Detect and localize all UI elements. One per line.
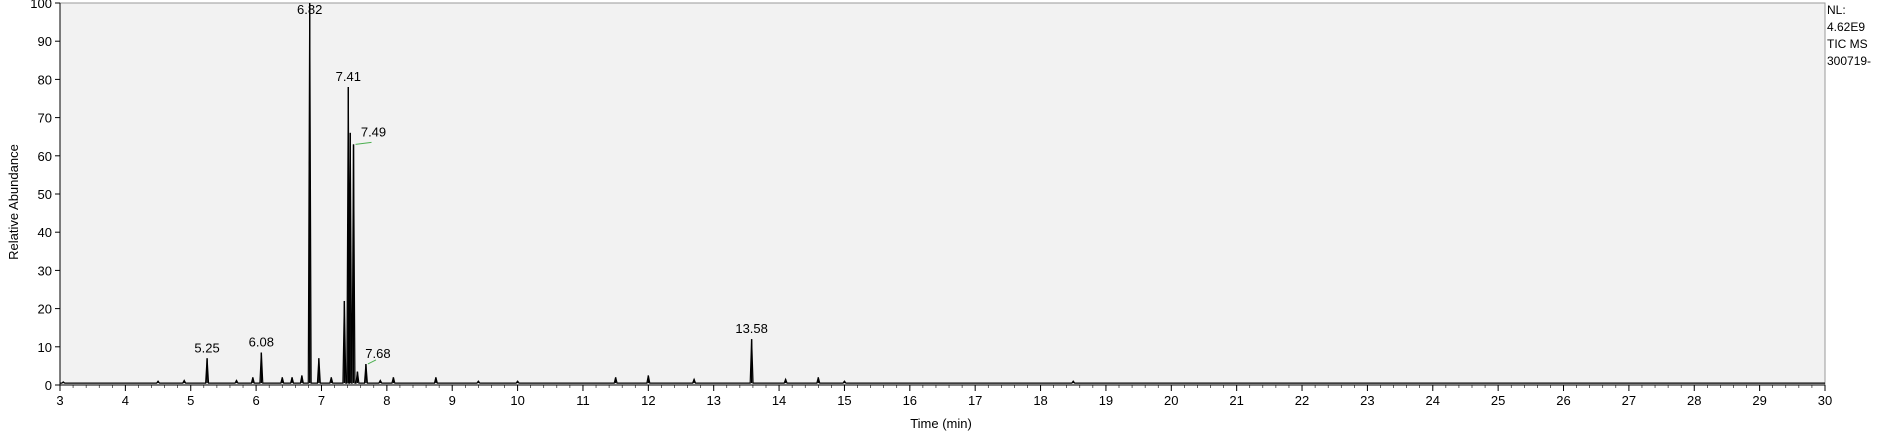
x-tick-label: 18	[1033, 393, 1047, 408]
x-tick-label: 6	[252, 393, 259, 408]
x-tick-label: 7	[318, 393, 325, 408]
file-name: 300719-	[1827, 54, 1871, 68]
peak-label: 7.49	[361, 124, 386, 139]
x-tick-label: 10	[510, 393, 524, 408]
y-tick-label: 0	[45, 378, 52, 393]
x-tick-label: 20	[1164, 393, 1178, 408]
trace-layer	[60, 2, 1825, 384]
x-tick-label: 13	[706, 393, 720, 408]
x-tick-label: 17	[968, 393, 982, 408]
trace-type: TIC MS	[1827, 37, 1868, 51]
x-tick-label: 14	[772, 393, 786, 408]
x-tick-label: 23	[1360, 393, 1374, 408]
x-tick-label: 30	[1818, 393, 1832, 408]
y-tick-label: 30	[38, 263, 52, 278]
x-tick-label: 24	[1426, 393, 1440, 408]
y-tick-label: 80	[38, 72, 52, 87]
y-tick-label: 70	[38, 111, 52, 126]
tic-trace	[60, 2, 1825, 384]
x-tick-label: 29	[1752, 393, 1766, 408]
y-tick-label: 10	[38, 340, 52, 355]
y-tick-label: 50	[38, 187, 52, 202]
x-tick-label: 15	[837, 393, 851, 408]
peak-label: 7.68	[365, 346, 390, 361]
nl-value: 4.62E9	[1827, 20, 1865, 34]
x-tick-label: 11	[576, 393, 590, 408]
x-tick-label: 4	[122, 393, 129, 408]
annotation-leader	[355, 141, 372, 145]
axes-layer: 0 10 20 30 40 50 60 70 80 90 100 3 4 5 6 7 8 9 10 11 12 13 14 1…	[30, 0, 1832, 408]
x-tick-label: 21	[1229, 393, 1243, 408]
y-axis-label: Relative Abundance	[6, 144, 21, 260]
y-tick-label: 40	[38, 225, 52, 240]
peak-label: 13.58	[735, 321, 768, 336]
x-tick-label: 19	[1099, 393, 1113, 408]
peak-label: 6.08	[249, 335, 274, 350]
x-tick-label: 5	[187, 393, 194, 408]
peak-annotations: 5.25 6.08 6.82 7.41 7.49 7.68 13.58	[194, 2, 768, 365]
x-axis-label: Time (min)	[910, 416, 972, 431]
peak-label: 5.25	[194, 340, 219, 355]
x-tick-label: 8	[383, 393, 390, 408]
y-tick-label: 100	[30, 0, 52, 11]
x-tick-label: 28	[1687, 393, 1701, 408]
x-tick-label: 16	[903, 393, 917, 408]
x-tick-label: 22	[1295, 393, 1309, 408]
peak-label: 7.41	[336, 69, 361, 84]
y-tick-label: 60	[38, 149, 52, 164]
annotation-leader	[367, 359, 377, 365]
nl-label: NL:	[1827, 3, 1846, 17]
plot-area	[59, 2, 1826, 386]
x-tick-label: 9	[449, 393, 456, 408]
peak-label: 6.82	[297, 2, 322, 17]
x-tick-label: 26	[1556, 393, 1570, 408]
x-tick-label: 3	[56, 393, 63, 408]
y-tick-label: 90	[38, 34, 52, 49]
x-tick-label: 25	[1491, 393, 1505, 408]
x-tick-label: 27	[1622, 393, 1636, 408]
x-tick-label: 12	[641, 393, 655, 408]
info-panel: NL: 4.62E9 TIC MS 300719-	[1827, 3, 1871, 68]
y-tick-label: 20	[38, 302, 52, 317]
